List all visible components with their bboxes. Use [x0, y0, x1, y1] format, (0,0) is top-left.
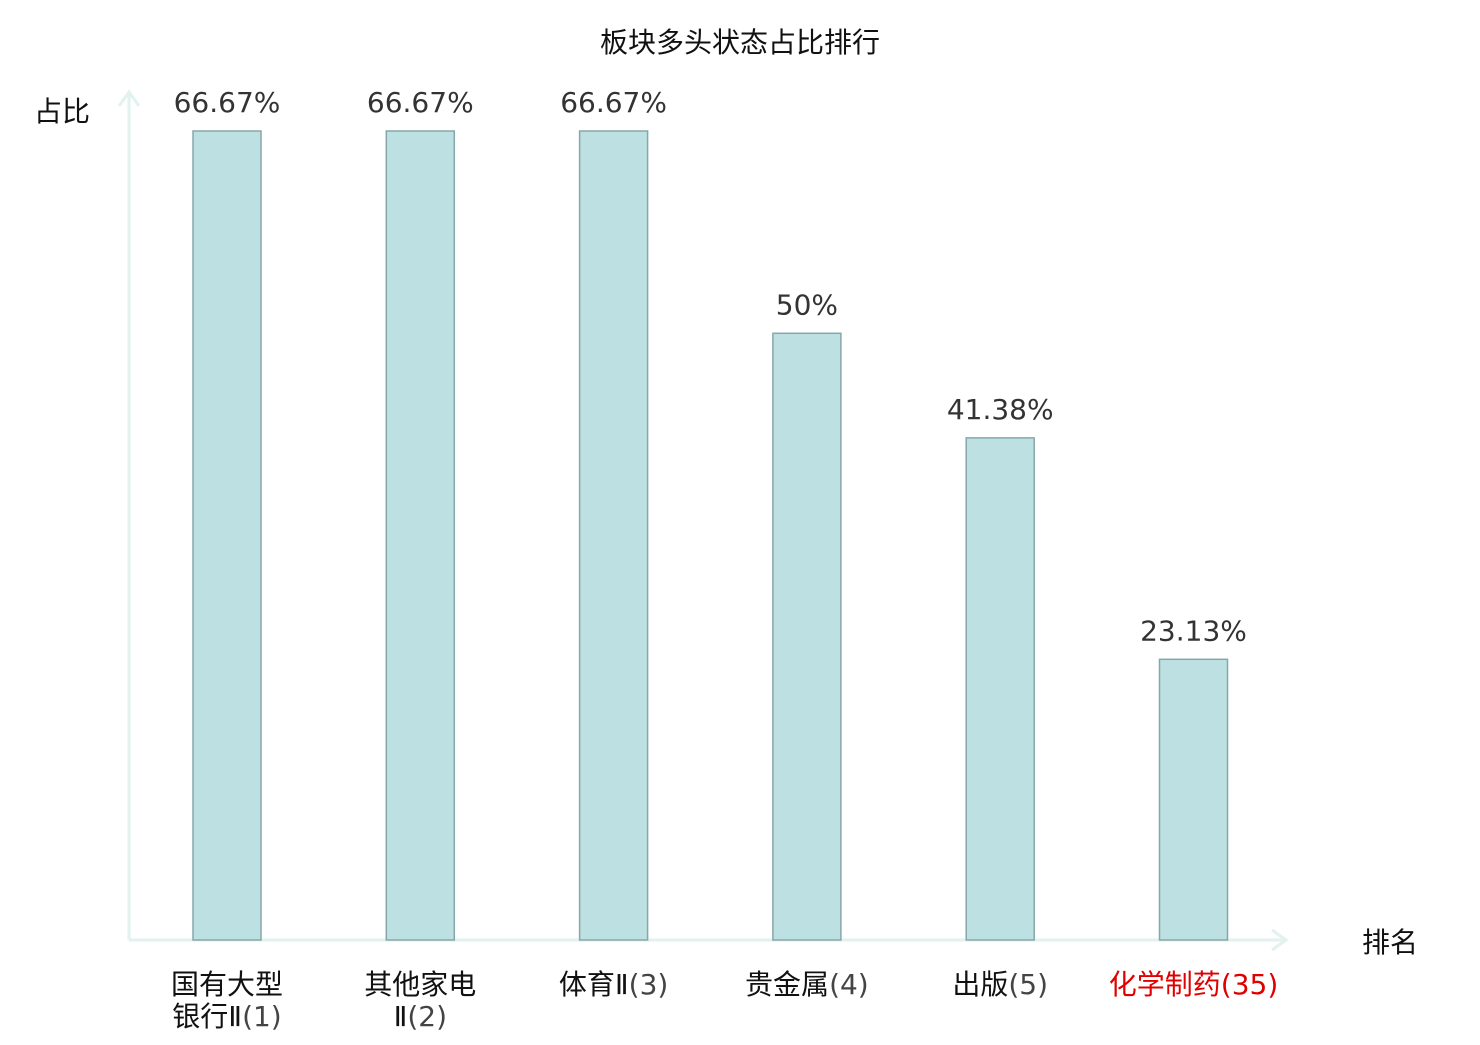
category-name-3: 体育Ⅱ [559, 968, 629, 1001]
category-label-2-line-2: Ⅱ(2) [394, 1000, 447, 1033]
y-axis-label: 占比 [34, 95, 90, 128]
bars-group: 66.67%国有大型银行Ⅱ(1)66.67%其他家电Ⅱ(2)66.67%体育Ⅱ(… [171, 86, 1278, 1033]
category-label-5-line-1: 出版(5) [952, 968, 1048, 1001]
value-label-4: 50% [776, 288, 838, 321]
bar-5 [965, 437, 1035, 941]
value-label-1: 66.67% [174, 86, 281, 119]
value-label-2: 66.67% [367, 86, 474, 119]
value-label-3: 66.67% [560, 86, 667, 119]
category-name-2: 其他家电 [364, 968, 476, 1001]
chart-title: 板块多头状态占比排行 [600, 26, 880, 59]
value-label-6: 23.13% [1140, 614, 1247, 647]
category-name-5: 出版 [952, 968, 1008, 1001]
category-rank-5: (5) [1008, 968, 1048, 1001]
category-name-6: 化学制药 [1109, 968, 1221, 1001]
category-name-4: 贵金属 [745, 968, 829, 1001]
value-label-5: 41.38% [947, 393, 1054, 426]
category-label-6-line-1: 化学制药(35) [1109, 968, 1279, 1001]
category-name-1: 银行Ⅱ [172, 1000, 242, 1033]
category-rank-2: (2) [407, 1000, 447, 1033]
bar-3 [578, 130, 649, 941]
category-label-2-line-1: 其他家电 [364, 968, 476, 1001]
bar-2 [385, 130, 456, 941]
category-label-1-line-2: 银行Ⅱ(1) [172, 1000, 281, 1033]
category-rank-6: (35) [1221, 968, 1278, 1001]
category-rank-3: (3) [629, 968, 669, 1001]
bar-6 [1158, 658, 1229, 941]
x-axis-arrow [1271, 928, 1289, 952]
category-label-3-line-1: 体育Ⅱ(3) [559, 968, 668, 1001]
bar-4 [772, 332, 842, 941]
category-name-1: 国有大型 [171, 968, 283, 1001]
y-axis-arrow [117, 89, 141, 107]
category-name-2: Ⅱ [394, 1000, 408, 1033]
category-label-4-line-1: 贵金属(4) [745, 968, 869, 1001]
bar-1 [192, 130, 262, 941]
category-rank-4: (4) [829, 968, 869, 1001]
category-rank-1: (1) [242, 1000, 282, 1033]
x-axis-label: 排名 [1362, 926, 1418, 959]
category-label-1-line-1: 国有大型 [171, 968, 283, 1001]
